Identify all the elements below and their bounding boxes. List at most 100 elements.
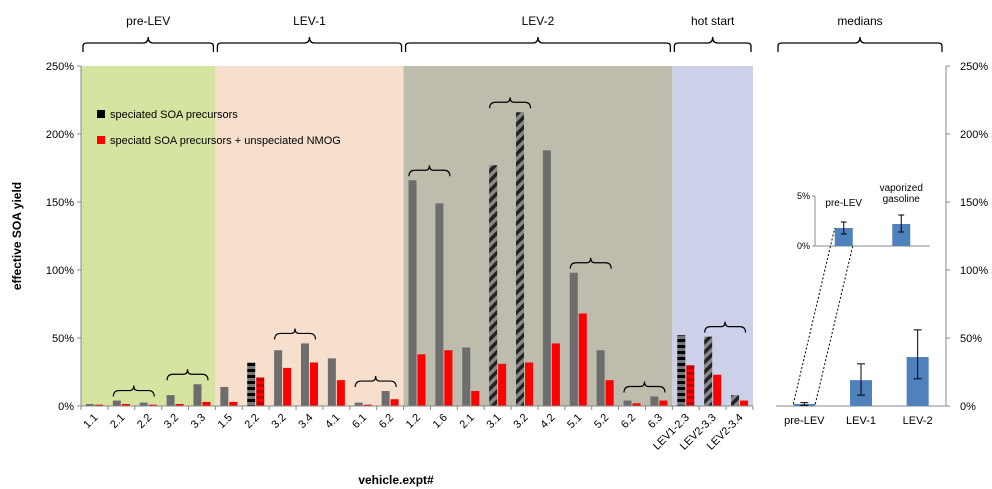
x-tick-label-19: 5.2 bbox=[592, 412, 611, 431]
bar-with-nmog-12 bbox=[417, 354, 426, 406]
bar-speciated-19 bbox=[596, 350, 605, 406]
bar-speciated-17 bbox=[542, 150, 551, 406]
group-brace-1 bbox=[216, 36, 403, 52]
bar-with-nmog-9 bbox=[336, 380, 345, 406]
bar-speciated-1 bbox=[112, 400, 121, 406]
x-tick-label-2: 2.2 bbox=[135, 412, 154, 431]
group-background-layer bbox=[81, 66, 753, 406]
legend-swatch-0 bbox=[97, 110, 105, 118]
bar-with-nmog-14 bbox=[471, 391, 480, 406]
bar-speciated-0 bbox=[85, 403, 94, 406]
bar-speciated-21 bbox=[650, 396, 659, 406]
bar-with-nmog-20 bbox=[632, 403, 641, 406]
bar-speciated-15 bbox=[489, 165, 498, 406]
pair-bracket-0 bbox=[112, 385, 155, 397]
bar-with-nmog-17 bbox=[551, 343, 560, 406]
median-category-0: pre-LEV bbox=[784, 415, 825, 427]
group-brace-0 bbox=[82, 36, 215, 52]
median-title: medians bbox=[837, 14, 882, 28]
median-panel: 0% 50% 100% 150% 200% 250% pre-LEV LEV-1 LEV-2 bbox=[776, 36, 988, 427]
pair-bracket-3 bbox=[354, 376, 397, 388]
x-tick-label-13: 1.6 bbox=[431, 412, 450, 431]
pair-bracket-7 bbox=[623, 381, 666, 393]
median-y-tick-label-5: 250% bbox=[960, 61, 988, 73]
bar-with-nmog-16 bbox=[525, 362, 534, 406]
inset-bar-1 bbox=[892, 224, 911, 246]
group-label-0: pre-LEV bbox=[126, 14, 170, 28]
bar-speciated-9 bbox=[327, 358, 336, 406]
y-tick-label-1: 50% bbox=[52, 333, 74, 345]
zoom-line-left bbox=[792, 227, 836, 405]
bar-with-nmog-3 bbox=[175, 403, 184, 406]
median-y-tick-label-2: 100% bbox=[960, 265, 988, 277]
bar-speciated-5 bbox=[220, 386, 229, 406]
group-background-0 bbox=[81, 66, 216, 406]
bar-speciated-13 bbox=[435, 203, 444, 406]
legend-swatch-1 bbox=[97, 136, 105, 144]
x-tick-label-21: 6.3 bbox=[646, 412, 665, 431]
median-y-tick-label-3: 150% bbox=[960, 197, 988, 209]
bar-with-nmog-18 bbox=[578, 313, 587, 406]
bar-with-nmog-13 bbox=[444, 350, 453, 406]
bar-with-nmog-2 bbox=[148, 404, 157, 406]
median-y-tick-label-1: 50% bbox=[960, 333, 982, 345]
group-label-1: LEV-1 bbox=[293, 14, 326, 28]
inset-label-1-1: gasoline bbox=[883, 194, 921, 205]
bar-speciated-3 bbox=[166, 395, 175, 406]
bar-speciated-18 bbox=[569, 272, 578, 406]
x-tick-label-18: 5.1 bbox=[565, 412, 584, 431]
bar-speciated-24 bbox=[731, 395, 740, 406]
group-header-layer: pre-LEV LEV-1 LEV-2 hot start bbox=[82, 14, 752, 52]
group-label-3: hot start bbox=[691, 14, 735, 28]
bar-speciated-16 bbox=[516, 112, 525, 407]
median-category-2: LEV-2 bbox=[903, 415, 933, 427]
bar-layer bbox=[85, 112, 749, 407]
zoom-line-right bbox=[814, 245, 854, 405]
bar-speciated-22 bbox=[677, 335, 686, 406]
y-tick-label-5: 250% bbox=[46, 61, 74, 73]
x-tick-label-16: 3.2 bbox=[511, 412, 530, 431]
bar-with-nmog-21 bbox=[659, 400, 668, 406]
x-tick-label-11: 6.2 bbox=[377, 412, 396, 431]
pair-bracket-layer bbox=[112, 97, 747, 397]
x-tick-label-1: 2.1 bbox=[108, 412, 127, 431]
group-brace-3 bbox=[673, 36, 752, 52]
x-tick-label-14: 2.1 bbox=[458, 412, 477, 431]
x-tick-label-3: 3.2 bbox=[162, 412, 181, 431]
x-tick-label-15: 3.1 bbox=[484, 412, 503, 431]
bar-with-nmog-15 bbox=[498, 363, 507, 406]
inset-label-1-0: vaporized bbox=[880, 183, 923, 194]
bar-with-nmog-11 bbox=[390, 399, 399, 406]
pair-bracket-1 bbox=[166, 369, 209, 381]
x-tick-label-20: 6.2 bbox=[619, 412, 638, 431]
median-brace bbox=[777, 36, 943, 52]
bar-with-nmog-6 bbox=[256, 377, 265, 406]
bar-with-nmog-0 bbox=[94, 404, 103, 406]
x-tick-label-17: 4.2 bbox=[538, 412, 557, 431]
median-y-tick-label-0: 0% bbox=[960, 401, 976, 413]
pair-bracket-6 bbox=[569, 257, 612, 269]
bar-with-nmog-24 bbox=[740, 400, 749, 406]
x-tick-label-12: 1.2 bbox=[404, 412, 423, 431]
group-brace-2 bbox=[404, 36, 672, 52]
bar-with-nmog-7 bbox=[283, 367, 292, 406]
bar-speciated-14 bbox=[462, 347, 471, 406]
x-tick-label-7: 3.2 bbox=[269, 412, 288, 431]
bar-with-nmog-5 bbox=[229, 401, 238, 406]
y-tick-label-3: 150% bbox=[46, 197, 74, 209]
legend-label-0: speciated SOA precursors bbox=[110, 109, 238, 121]
bar-speciated-12 bbox=[408, 180, 417, 406]
bar-speciated-20 bbox=[623, 400, 632, 406]
bar-with-nmog-10 bbox=[363, 404, 372, 406]
x-tick-label-9: 4.1 bbox=[323, 412, 342, 431]
pair-bracket-2 bbox=[274, 328, 317, 340]
bar-speciated-4 bbox=[193, 384, 202, 406]
bar-speciated-11 bbox=[381, 391, 390, 406]
group-background-2 bbox=[403, 66, 673, 406]
x-tick-label-8: 3.4 bbox=[296, 412, 315, 431]
bar-with-nmog-4 bbox=[202, 401, 211, 406]
legend: speciated SOA precursors speciatd SOA pre… bbox=[97, 109, 341, 147]
median-y-tick-label-4: 200% bbox=[960, 129, 988, 141]
y-axis-title: effective SOA yield bbox=[10, 182, 24, 290]
